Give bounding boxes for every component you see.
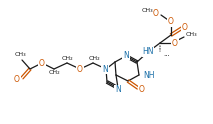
Text: O: O bbox=[139, 84, 145, 93]
Text: CH₃: CH₃ bbox=[14, 52, 26, 58]
Text: CH₃: CH₃ bbox=[185, 32, 197, 37]
Text: ···: ··· bbox=[163, 53, 170, 59]
Text: O: O bbox=[77, 64, 83, 74]
Text: CH₂: CH₂ bbox=[48, 71, 60, 76]
Text: HN: HN bbox=[142, 47, 154, 57]
Text: O: O bbox=[182, 22, 188, 31]
Text: N: N bbox=[123, 50, 129, 60]
Text: O: O bbox=[172, 38, 178, 47]
Text: CH₃: CH₃ bbox=[141, 9, 153, 14]
Text: O: O bbox=[153, 10, 159, 18]
Text: NH: NH bbox=[143, 71, 154, 79]
Text: O: O bbox=[14, 75, 20, 83]
Text: CH₂: CH₂ bbox=[88, 57, 100, 62]
Text: N: N bbox=[102, 64, 108, 74]
Text: N: N bbox=[115, 86, 121, 94]
Text: O: O bbox=[168, 17, 174, 27]
Text: O: O bbox=[39, 59, 45, 67]
Text: CH₂: CH₂ bbox=[61, 57, 73, 62]
